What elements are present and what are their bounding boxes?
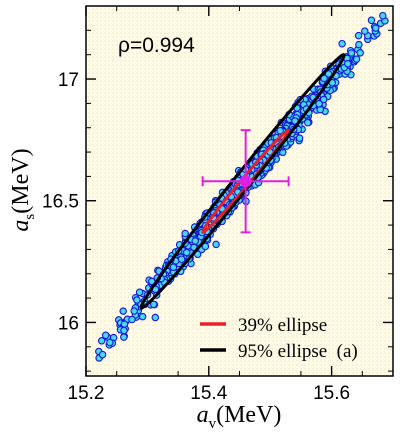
- data-point: [120, 320, 129, 328]
- y-axis-label: as(MeV): [8, 148, 38, 231]
- data-point: [101, 331, 110, 340]
- data-point: [98, 350, 107, 359]
- x-tick-label: 15.6: [313, 383, 350, 404]
- data-point: [371, 24, 380, 32]
- legend: 39% ellipse 95% ellipse (a): [200, 315, 358, 362]
- data-point: [130, 307, 138, 315]
- data-point: [320, 74, 328, 83]
- data-point: [151, 313, 160, 322]
- data-point: [149, 300, 158, 309]
- legend-label-39: 39% ellipse: [238, 315, 327, 336]
- data-point: [97, 337, 106, 345]
- data-point: [181, 229, 189, 238]
- data-point: [177, 255, 186, 263]
- data-point: [354, 31, 363, 40]
- data-point: [367, 16, 376, 25]
- data-point: [212, 240, 220, 249]
- data-point: [315, 100, 323, 108]
- y-tick-label: 17: [58, 70, 79, 91]
- correlation-annotation: ρ=0.994: [118, 34, 195, 57]
- data-point: [135, 288, 144, 297]
- data-point: [295, 134, 304, 142]
- data-point: [201, 242, 210, 251]
- data-point: [191, 237, 199, 245]
- data-point: [347, 49, 356, 57]
- data-point: [355, 40, 363, 49]
- data-point: [133, 296, 141, 304]
- data-point: [304, 118, 312, 127]
- data-point: [119, 307, 127, 315]
- data-point: [276, 126, 284, 135]
- data-point: [356, 49, 364, 57]
- central-value-marker: [201, 129, 290, 234]
- data-point: [344, 60, 352, 68]
- axis-ticks: [85, 6, 393, 376]
- x-tick-label: 15.2: [68, 383, 105, 404]
- data-point: [319, 95, 328, 104]
- data-point: [138, 312, 147, 321]
- data-point: [106, 338, 114, 347]
- x-axis-label: av(MeV): [197, 402, 282, 432]
- data-point: [379, 11, 387, 20]
- data-point: [120, 326, 128, 335]
- data-point: [120, 333, 128, 341]
- central-point: [239, 175, 252, 188]
- data-point: [361, 27, 369, 35]
- data-point: [338, 39, 346, 48]
- legend-label-95: 95% ellipse (a): [238, 341, 358, 362]
- data-point: [128, 315, 136, 324]
- data-point: [352, 55, 361, 63]
- y-tick-label: 16.5: [42, 192, 79, 213]
- x-tick-label: 15.4: [190, 383, 227, 404]
- axis-tick-labels: 15.2 15.4 15.6 16 16.5 17: [42, 70, 350, 404]
- y-tick-label: 16: [58, 313, 79, 334]
- data-point: [182, 248, 191, 257]
- data-point: [324, 70, 333, 78]
- data-point: [169, 263, 178, 271]
